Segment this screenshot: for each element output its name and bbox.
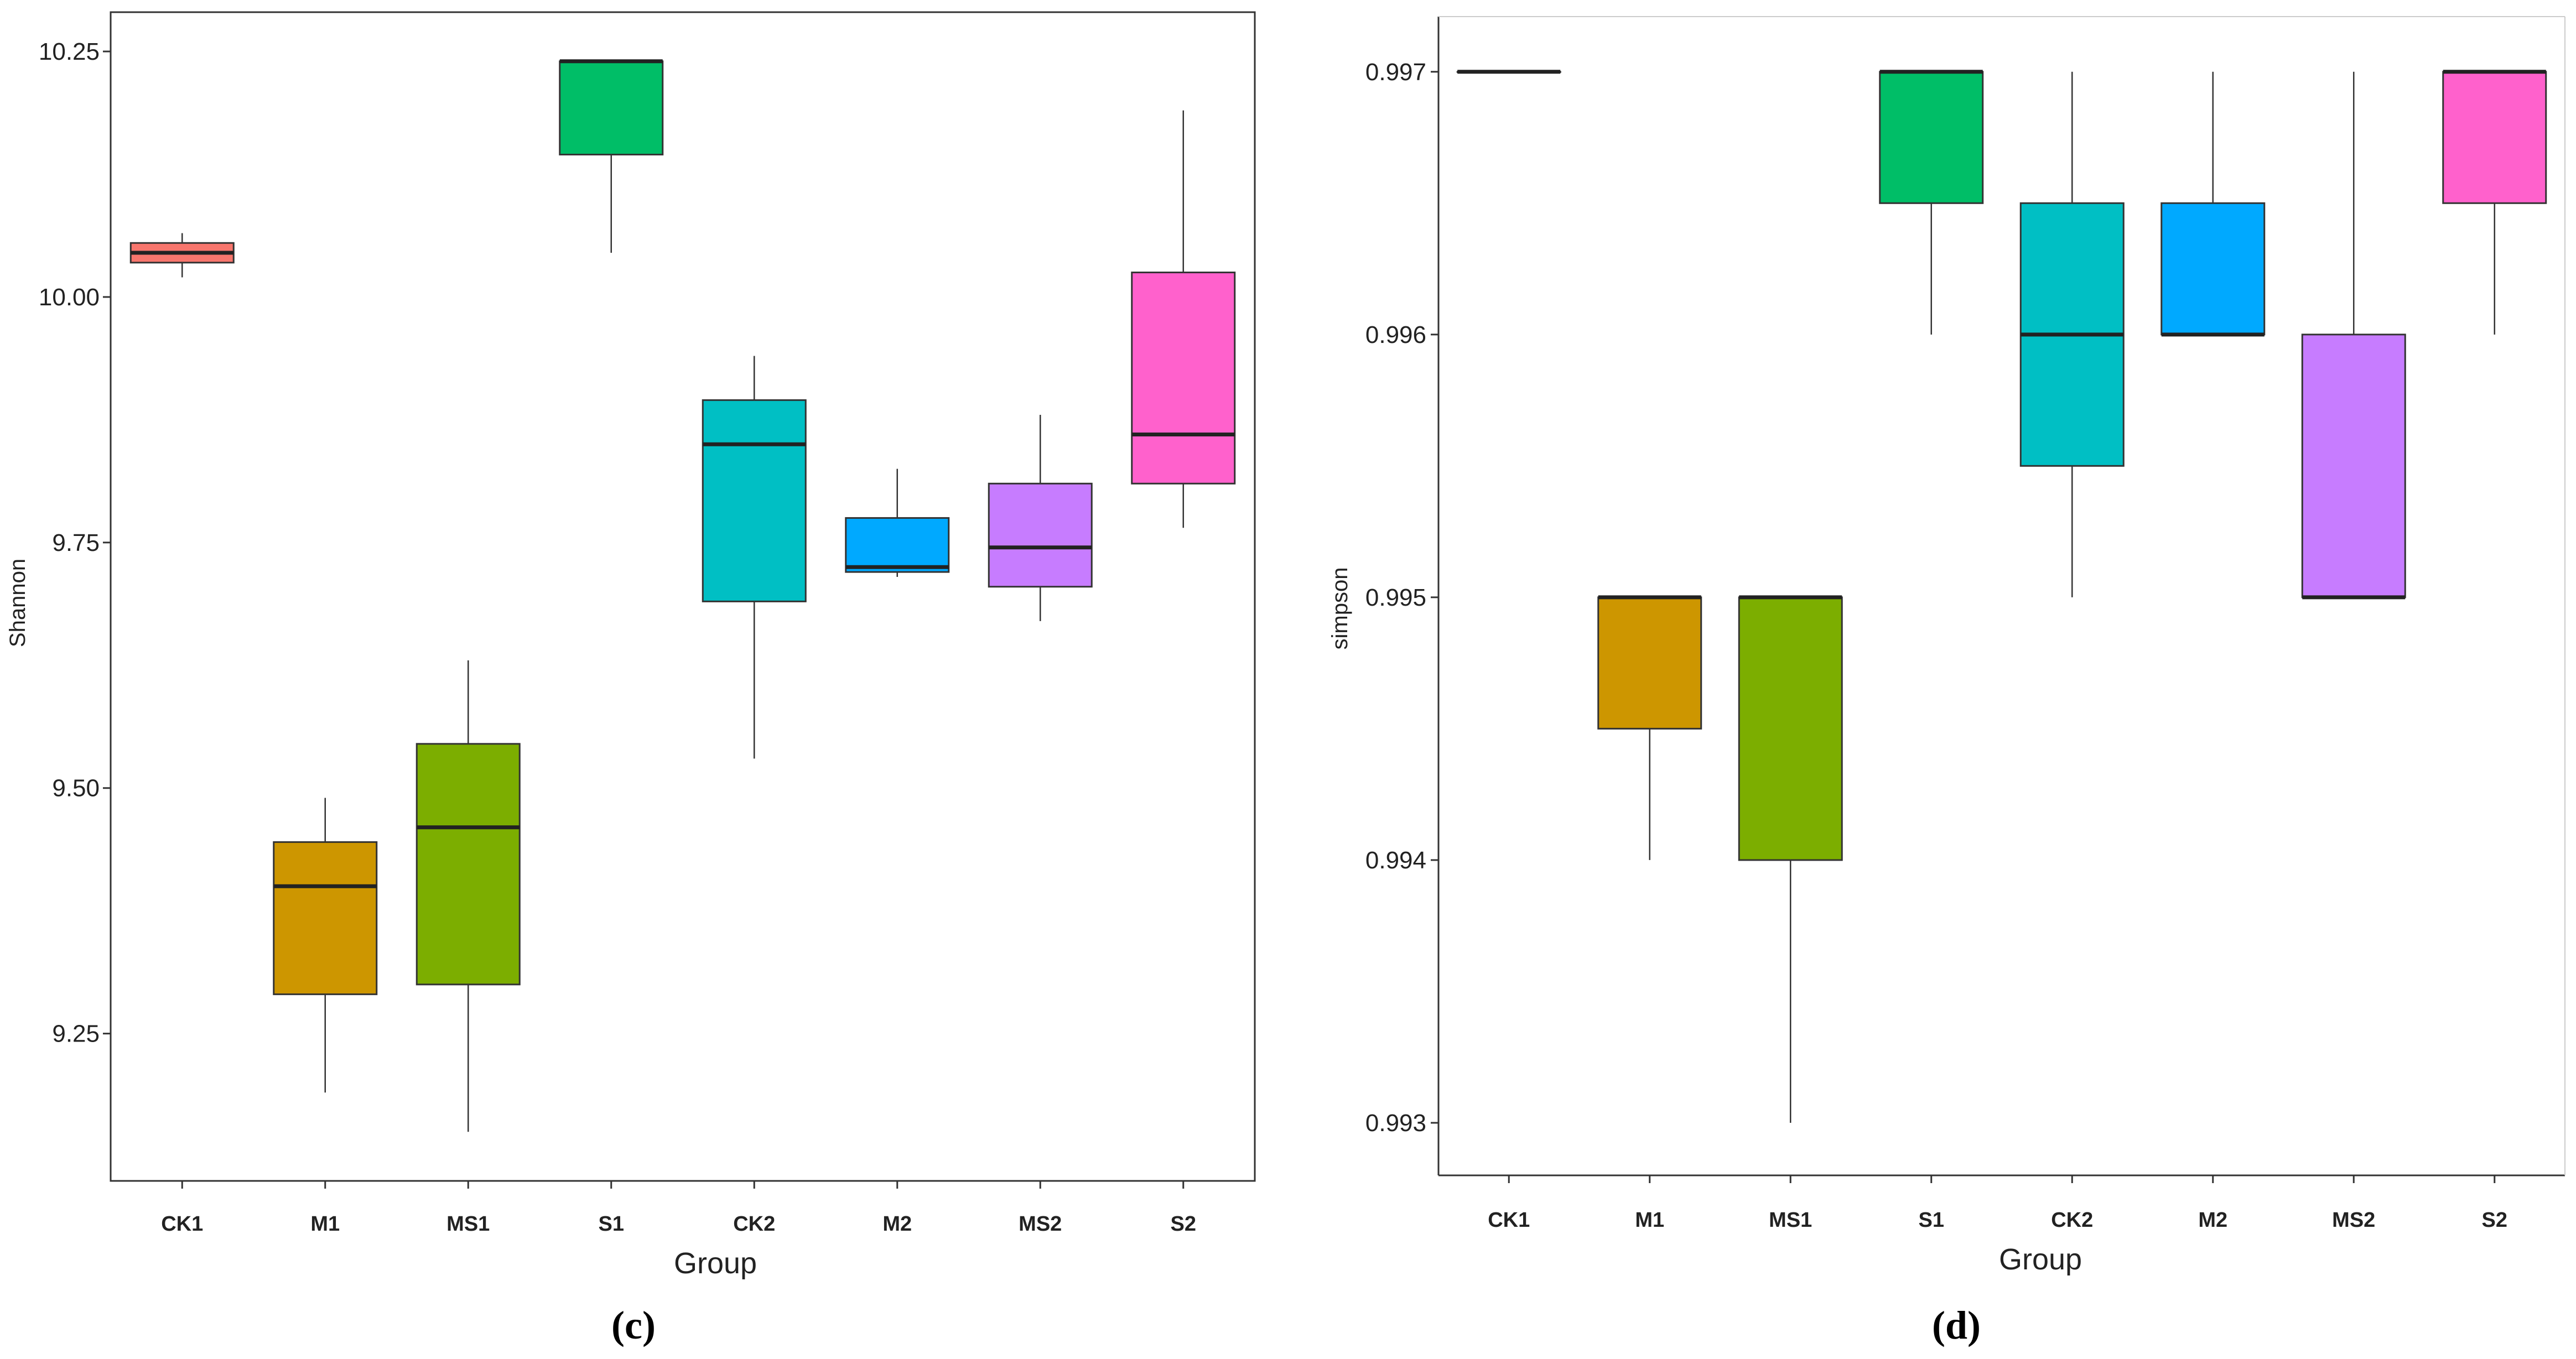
x-tick-label: MS1 bbox=[446, 1212, 490, 1236]
x-tick-label: S2 bbox=[1171, 1212, 1196, 1236]
box-body bbox=[1879, 71, 1984, 204]
y-tick-label: 0.996 bbox=[1365, 321, 1426, 348]
x-tick-label: CK1 bbox=[1488, 1209, 1530, 1232]
box-ck1 bbox=[129, 233, 235, 278]
x-tick-label: MS2 bbox=[2332, 1209, 2375, 1232]
box-body bbox=[1597, 596, 1702, 730]
box-s1 bbox=[559, 59, 664, 253]
box-body bbox=[2442, 71, 2547, 204]
box-body bbox=[416, 743, 521, 986]
box-ms1 bbox=[416, 660, 521, 1132]
box-body bbox=[702, 399, 807, 602]
x-tick-label: M2 bbox=[882, 1212, 912, 1236]
box-ck2 bbox=[2019, 71, 2125, 597]
box-m1 bbox=[1597, 595, 1702, 860]
y-tick-label: 9.75 bbox=[52, 529, 100, 556]
box-s2 bbox=[2442, 70, 2547, 335]
x-tick-label: S1 bbox=[599, 1212, 624, 1236]
panel-d-xlabel: Group bbox=[1999, 1243, 2082, 1276]
box-s2 bbox=[1131, 110, 1236, 528]
x-tick-label: CK2 bbox=[2051, 1209, 2093, 1232]
x-tick-label: CK1 bbox=[161, 1212, 203, 1236]
y-tick-label: 9.25 bbox=[52, 1020, 100, 1048]
x-tick-label: S1 bbox=[1919, 1209, 1944, 1232]
box-ms2 bbox=[988, 415, 1093, 621]
x-tick-label: M1 bbox=[310, 1212, 340, 1236]
x-tick-label: MS1 bbox=[1769, 1209, 1812, 1232]
panel-c-xlabel: Group bbox=[674, 1247, 757, 1280]
y-tick-label: 0.997 bbox=[1365, 59, 1426, 86]
y-tick-label: 0.994 bbox=[1365, 847, 1426, 874]
box-body bbox=[273, 841, 378, 996]
box-m2 bbox=[2160, 71, 2266, 337]
box-m1 bbox=[273, 798, 378, 1093]
box-body bbox=[2160, 202, 2266, 336]
box-body bbox=[988, 482, 1093, 588]
y-tick-label: 9.50 bbox=[52, 775, 100, 802]
panel-c-ylabel: Shannon bbox=[6, 559, 30, 647]
x-tick-label: MS2 bbox=[1019, 1212, 1062, 1236]
y-tick-label: 10.00 bbox=[39, 284, 100, 311]
box-body bbox=[845, 517, 950, 573]
box-m2 bbox=[845, 468, 950, 577]
x-tick-label: M2 bbox=[2198, 1209, 2227, 1232]
x-tick-label: M1 bbox=[1635, 1209, 1664, 1232]
box-ms1 bbox=[1738, 595, 1843, 1123]
panel-c-shannon-chart: Shannon Group (c) 9.25 9.50 9.75 10.00 10.25… bbox=[6, 11, 1256, 1347]
panel-c-label: (c) bbox=[611, 1303, 656, 1347]
x-tick-label: CK2 bbox=[733, 1212, 775, 1236]
box-body bbox=[1738, 596, 1843, 861]
box-body bbox=[1131, 272, 1236, 485]
y-tick-label: 0.993 bbox=[1365, 1110, 1426, 1137]
plot-frame bbox=[110, 11, 1256, 1182]
panel-d-label: (d) bbox=[1932, 1303, 1981, 1347]
y-tick-label: 10.25 bbox=[39, 38, 100, 65]
box-ms2 bbox=[2301, 71, 2406, 600]
box-s1 bbox=[1879, 70, 1984, 335]
y-tick-label: 0.995 bbox=[1365, 584, 1426, 611]
x-tick-label: S2 bbox=[2482, 1209, 2507, 1232]
box-body bbox=[559, 60, 664, 155]
box-ck2 bbox=[702, 356, 807, 759]
box-body bbox=[2301, 334, 2406, 598]
panel-d-ylabel: simpson bbox=[1328, 567, 1352, 650]
panel-d-simpson-chart: simpson Group (d) 0.993 0.994 0.995 0.996 0.… bbox=[1328, 16, 2565, 1347]
